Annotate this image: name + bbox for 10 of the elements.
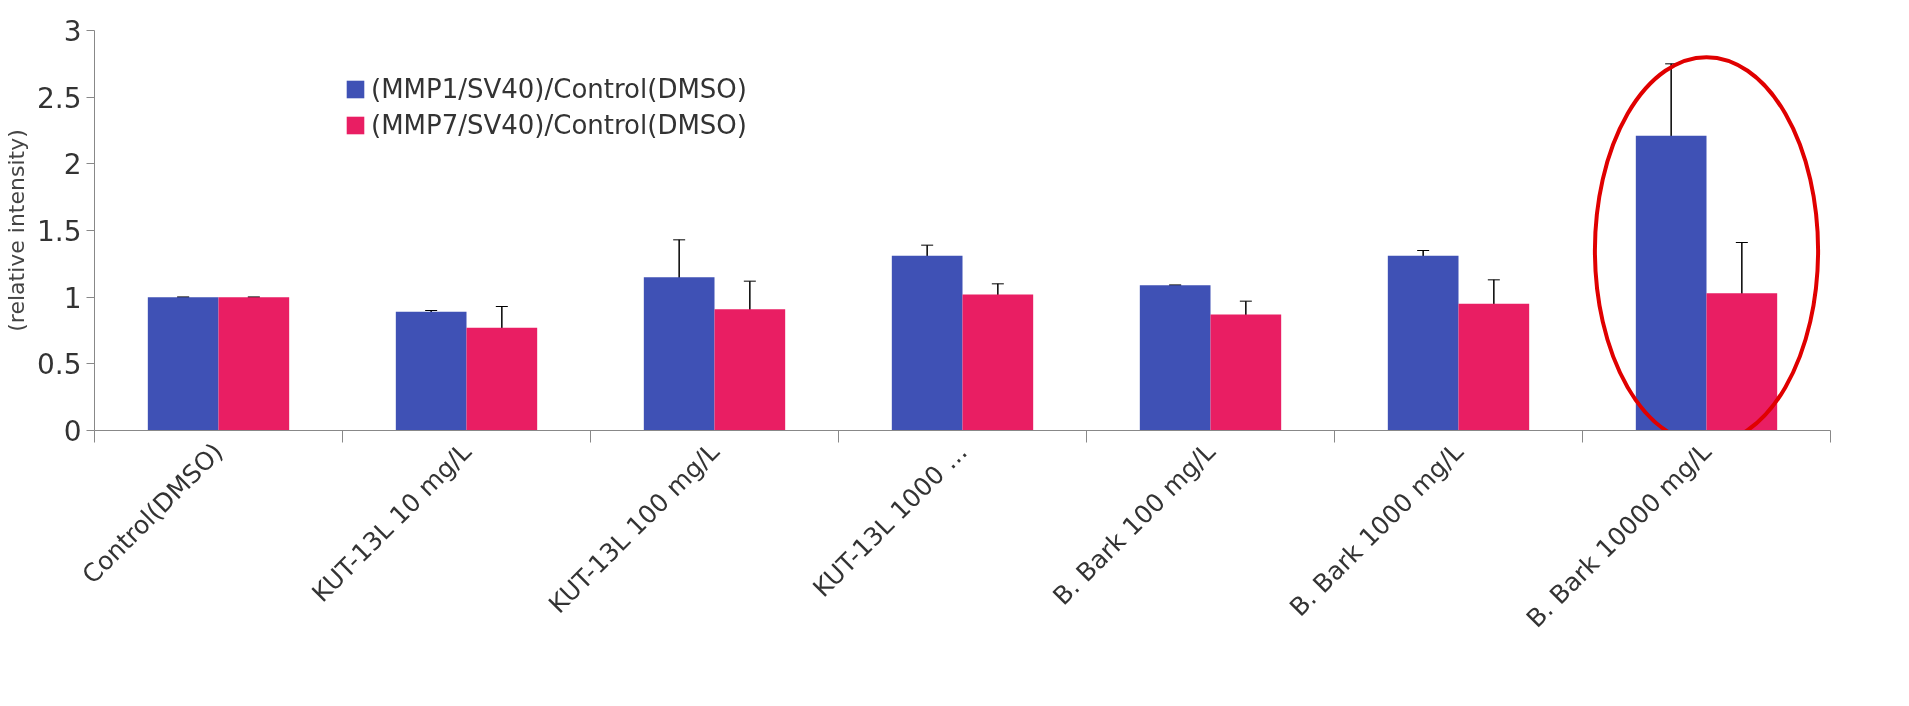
y-tick-label: 0 — [63, 415, 82, 448]
legend-label: (MMP1/SV40)/Control(DMSO) — [371, 74, 747, 104]
y-tick-label: 2 — [63, 148, 82, 182]
y-tick-label: 3 — [63, 15, 82, 48]
y-tick-label: 2.5 — [36, 81, 82, 115]
y-tick-label: 1 — [63, 281, 82, 315]
y-axis-title: (relative intensity) — [3, 129, 29, 332]
legend-label: (MMP7/SV40)/Control(DMSO) — [371, 110, 747, 140]
y-tick-label: 0.5 — [36, 348, 82, 382]
y-tick-label: 1.5 — [36, 215, 82, 248]
